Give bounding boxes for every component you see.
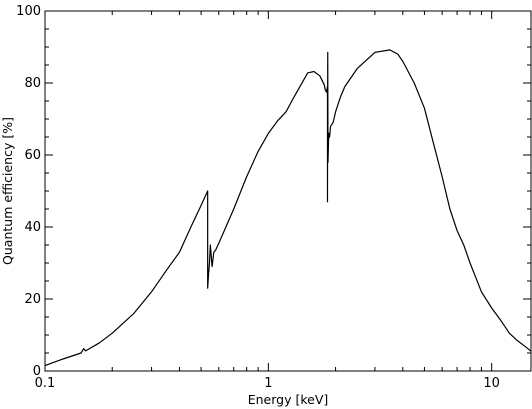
y-tick-label: 80	[24, 76, 41, 91]
x-tick-label: 10	[483, 376, 500, 391]
plot-frame	[44, 10, 532, 372]
axis-ticks	[44, 10, 531, 372]
y-tick-label: 20	[24, 292, 41, 307]
y-axis-label: Quantum efficiency [%]	[0, 117, 15, 265]
y-tick-label: 40	[24, 220, 41, 235]
x-tick-label: 1	[264, 376, 272, 391]
y-tick-label: 60	[24, 148, 41, 163]
efficiency-curve	[44, 49, 532, 367]
x-axis-label: Energy [keV]	[248, 392, 329, 407]
y-tick-label: 100	[16, 4, 41, 19]
x-tick-label: 0.1	[35, 376, 56, 391]
y-tick-label: 0	[33, 364, 41, 379]
